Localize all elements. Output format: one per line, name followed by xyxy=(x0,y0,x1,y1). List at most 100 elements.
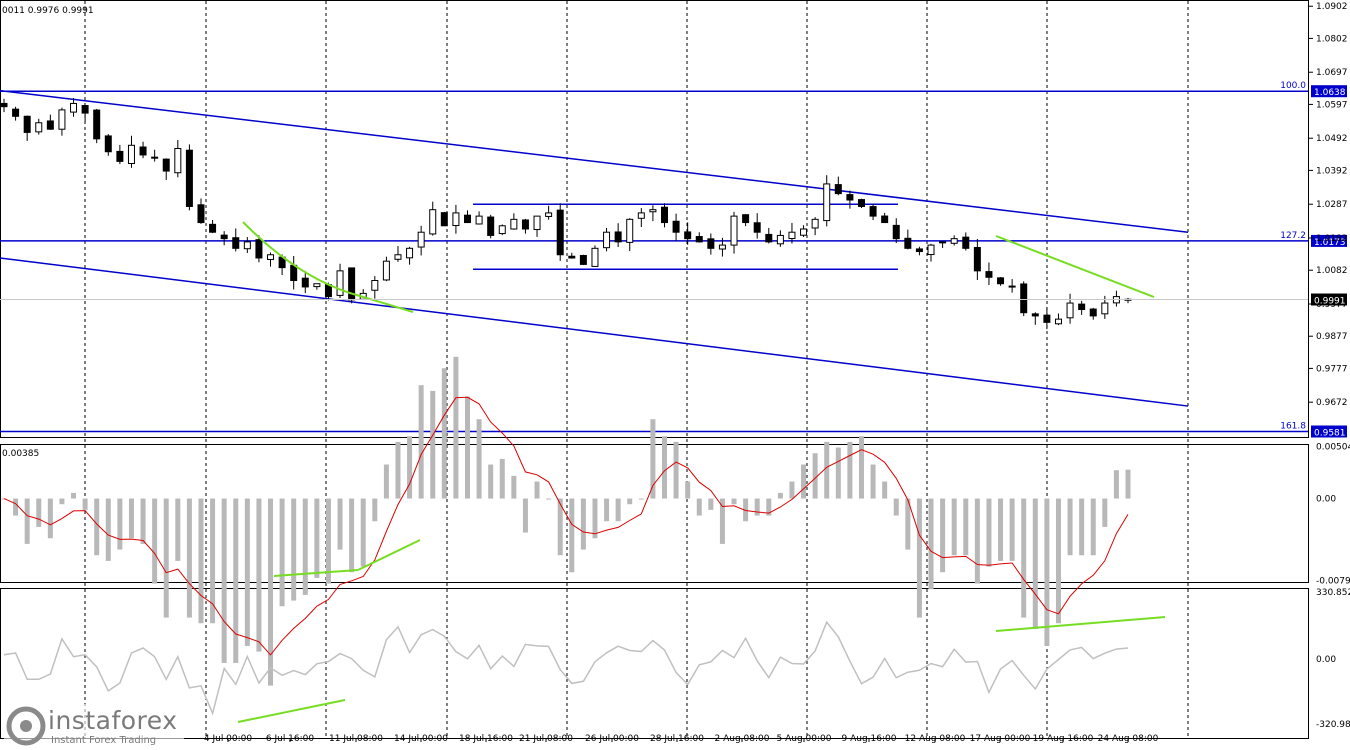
macd-bar-62 xyxy=(719,498,725,544)
candle-21 xyxy=(243,237,251,253)
candle-body-11 xyxy=(127,144,135,165)
candle-90 xyxy=(1043,307,1051,330)
candle-52 xyxy=(603,227,611,252)
level-label-1: 127.2 xyxy=(1280,231,1306,241)
candle-body-34 xyxy=(394,254,402,260)
candle-50 xyxy=(579,254,587,266)
candle-body-27 xyxy=(313,283,321,288)
macd-bar-3 xyxy=(36,498,42,527)
candle-51 xyxy=(591,245,599,267)
candle-70 xyxy=(811,217,819,236)
level-value-bg-2 xyxy=(1311,425,1347,438)
candle-body-20 xyxy=(232,237,240,249)
divergence-lines xyxy=(242,221,1155,313)
candle-body-91 xyxy=(1054,318,1062,325)
candle-64 xyxy=(742,214,750,227)
candle-59 xyxy=(684,222,692,245)
macd-bar-50 xyxy=(580,498,586,550)
candle-body-75 xyxy=(869,206,877,217)
price-tick-label-4: 1.0492 xyxy=(1316,134,1348,144)
macd-bar-11 xyxy=(128,498,134,539)
candle-body-17 xyxy=(197,204,205,224)
macd-bar-16 xyxy=(186,498,192,618)
macd-bar-7 xyxy=(82,498,88,510)
candle-72 xyxy=(834,176,842,196)
candle-body-50 xyxy=(579,255,587,265)
macd-bar-49 xyxy=(569,498,575,573)
candle-63 xyxy=(730,211,738,254)
candle-87 xyxy=(1008,279,1016,293)
candle-80 xyxy=(927,243,935,262)
current-price-label-bg xyxy=(1311,293,1347,306)
macd-bar-89 xyxy=(1032,498,1038,629)
candle-body-45 xyxy=(521,219,529,230)
candle-96 xyxy=(1112,290,1120,307)
candle-body-86 xyxy=(997,277,1005,285)
macd-bar-27 xyxy=(314,498,320,578)
price-tick-label-7: 1.0182 xyxy=(1316,234,1348,244)
macd-bar-29 xyxy=(337,498,343,550)
macd-bar-57 xyxy=(661,436,667,499)
candle-body-60 xyxy=(695,236,703,243)
candle-25 xyxy=(290,255,298,290)
macd-bar-32 xyxy=(372,498,378,522)
candle-body-44 xyxy=(510,218,518,230)
macd-bar-28 xyxy=(325,498,331,584)
macd-bar-85 xyxy=(986,498,992,567)
candle-8 xyxy=(93,108,101,144)
macd-tick-label-0: 0.00504 xyxy=(1316,443,1350,453)
macd-max-label: 0.00385 xyxy=(2,449,39,459)
candle-body-88 xyxy=(1020,283,1028,314)
macd-bar-13 xyxy=(152,498,158,584)
price-tick-label-12: 0.9672 xyxy=(1316,398,1348,408)
candle-56 xyxy=(649,205,657,222)
candle-body-32 xyxy=(371,280,379,291)
candle-body-38 xyxy=(440,212,448,227)
macd-bar-19 xyxy=(221,498,227,663)
candle-body-0 xyxy=(0,102,8,108)
candle-body-63 xyxy=(730,215,738,246)
instaforex-logo: instaforex Instant Forex Trading xyxy=(4,704,184,748)
macd-bar-12 xyxy=(140,498,146,544)
candle-body-4 xyxy=(46,120,54,130)
macd-bar-33 xyxy=(383,464,389,499)
macd-bar-44 xyxy=(511,475,517,499)
candle-body-39 xyxy=(452,212,460,227)
macd-bar-25 xyxy=(291,498,297,601)
candle-20 xyxy=(232,228,240,252)
candle-body-22 xyxy=(255,239,263,259)
macd-bar-18 xyxy=(210,498,216,624)
macd-bar-72 xyxy=(835,447,841,499)
candle-body-43 xyxy=(498,225,506,235)
candle-82 xyxy=(950,235,958,246)
candle-58 xyxy=(672,213,680,242)
macd-bar-41 xyxy=(476,419,482,499)
time-tick-label-12: 17 Aug 00:00 xyxy=(970,734,1031,744)
macd-bar-54 xyxy=(627,498,633,505)
cci-tick-label-1: 0.00 xyxy=(1316,655,1336,665)
price-tick-label-1: 1.0802 xyxy=(1316,34,1348,44)
macd-bar-40 xyxy=(465,396,471,499)
candle-body-9 xyxy=(104,135,112,153)
macd-indicator: 0.00504 0.00 -0.00797 xyxy=(1,356,1350,686)
macd-bar-74 xyxy=(858,436,864,499)
channel-line-0 xyxy=(0,89,1189,233)
candle-body-71 xyxy=(823,183,831,222)
candle-body-37 xyxy=(429,209,437,235)
macd-bar-24 xyxy=(279,498,285,607)
candle-body-53 xyxy=(614,231,622,243)
macd-bar-10 xyxy=(117,498,123,550)
chart-header: 0011 0.9976 0.9991 xyxy=(2,6,94,16)
macd-bar-8 xyxy=(94,498,100,556)
macd-bar-73 xyxy=(847,441,853,499)
candle-body-72 xyxy=(834,184,842,195)
macd-bar-65 xyxy=(754,498,760,516)
cci-pane-border xyxy=(0,588,1309,739)
candle-27 xyxy=(313,283,321,290)
candle-body-6 xyxy=(70,102,78,113)
candle-26 xyxy=(301,270,309,294)
macd-bar-15 xyxy=(175,498,181,561)
candle-17 xyxy=(197,198,205,224)
candle-body-33 xyxy=(382,260,390,281)
